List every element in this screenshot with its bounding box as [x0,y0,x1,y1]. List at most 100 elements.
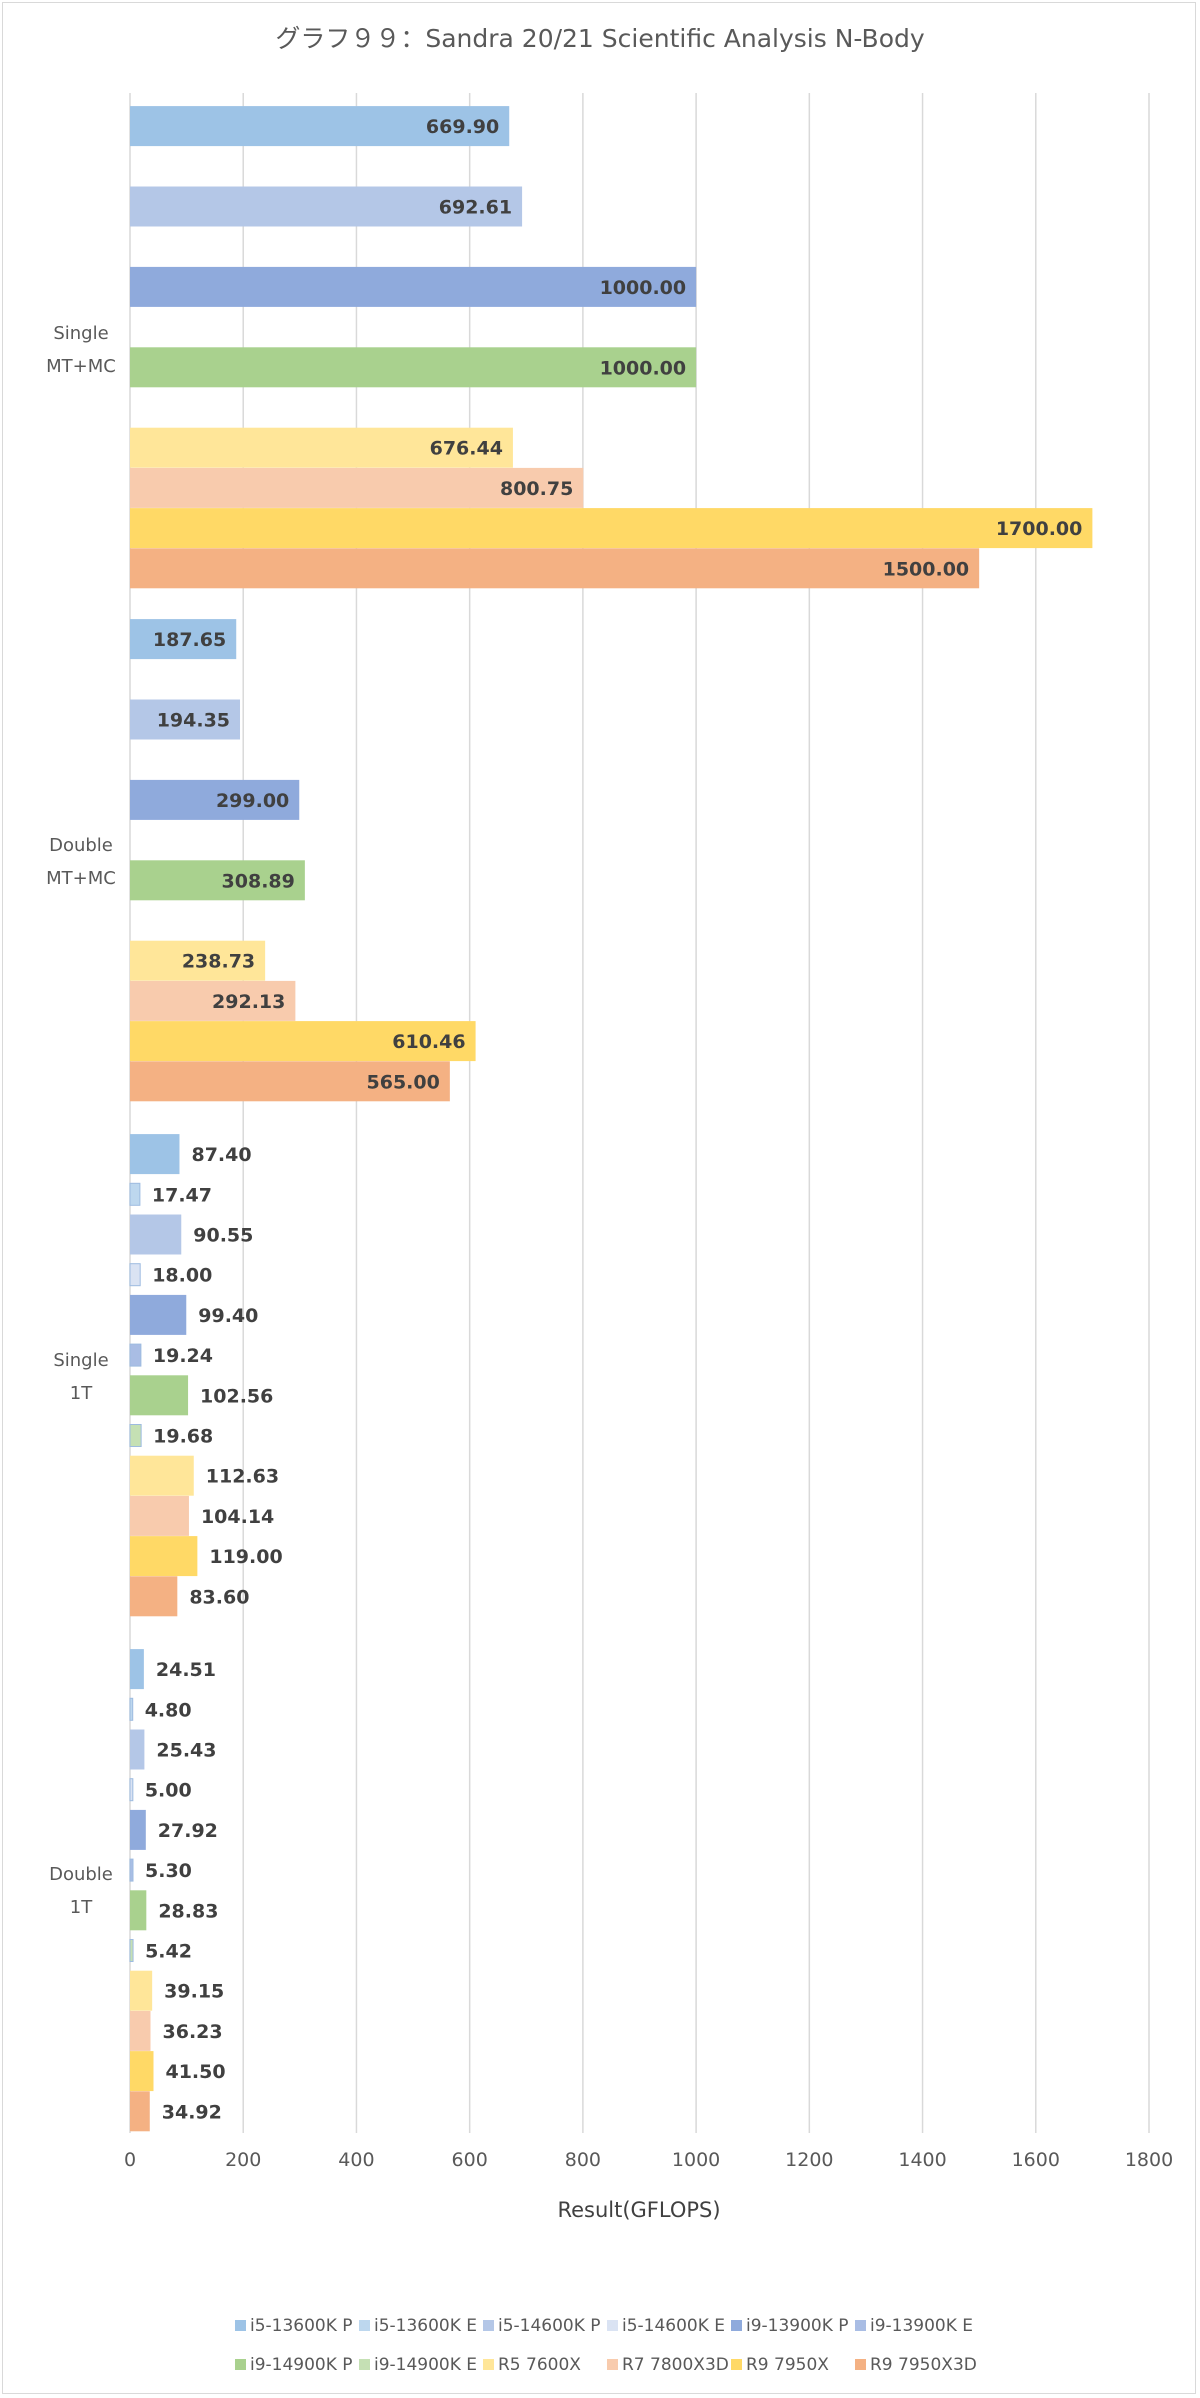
category-label: Double [49,835,113,856]
bar-r9-7950x3d [130,1576,178,1617]
x-tick-label: 800 [565,2149,601,2171]
x-tick-label: 1600 [1012,2149,1060,2171]
bar-r9-7950x [130,2051,154,2092]
x-axis-ticks: 0 200 400 600 800 1000 1200 1400 1600 1800 [124,2149,1173,2171]
x-tick-label: 1800 [1125,2149,1173,2171]
bar-i5-14600k-e [129,1778,134,1802]
data-label: 17.47 [152,1184,212,1206]
category-label: Single [53,323,108,344]
data-label: 4.80 [145,1699,192,1721]
bar-i5-14600k-e [129,1263,141,1287]
data-label: 18.00 [152,1265,212,1287]
data-label: 112.63 [206,1466,279,1488]
data-label: 19.24 [153,1345,213,1367]
bar-i5-13600k-e [129,1697,134,1721]
bar-chart: グラフ９９：Sandra 20/21 Scientific Analysis N… [46,24,1173,2375]
data-label: 1000.00 [600,357,687,379]
bar-i5-13600k-e [129,1182,141,1206]
bar-i5-14600k-p [130,699,241,740]
bar-i9-14900k-p [130,1375,189,1416]
data-label: 83.60 [189,1586,249,1608]
bar-r9-7950x [130,1021,476,1062]
legend-swatch [483,2320,494,2331]
x-tick-label: 400 [338,2149,374,2171]
data-label: 5.30 [145,1860,192,1882]
data-label: 90.55 [193,1225,253,1247]
x-axis-label: Result(GFLOPS) [557,2198,720,2222]
data-label: 299.00 [216,790,289,812]
data-label: 194.35 [157,710,230,732]
bar-i9-14900k-p [130,347,697,388]
data-label: 187.65 [153,629,226,651]
bar-r9-7950x [130,1536,198,1577]
bar-i5-14600k-p [130,1214,182,1255]
bar-i9-14900k-p [130,860,305,901]
data-label: 87.40 [191,1144,251,1166]
data-label: 28.83 [158,1900,218,1922]
data-label: 292.13 [212,991,285,1013]
gridlines [129,93,1150,2133]
data-label: 102.56 [200,1385,273,1407]
data-label: 1700.00 [996,518,1083,540]
bar-i5-14600k-p [130,1729,145,1770]
data-label: 27.92 [158,1820,218,1842]
legend-entry: i5-13600K E [374,2316,477,2336]
bar-i9-13900k-p [130,1294,187,1335]
bar-i9-13900k-p [130,1809,146,1850]
legend-swatch [855,2320,866,2331]
data-label: 238.73 [182,951,255,973]
chart-title: グラフ９９：Sandra 20/21 Scientific Analysis N… [275,24,925,53]
data-label: 99.40 [198,1305,258,1327]
category-label: 1T [70,1897,93,1918]
legend-swatch [731,2320,742,2331]
data-label: 39.15 [164,1981,224,2003]
bar-i9-13900k-p [130,266,697,307]
data-label: 669.90 [426,116,499,138]
x-tick-label: 1400 [898,2149,946,2171]
x-tick-label: 1000 [672,2149,720,2171]
legend-entry: i9-13900K P [746,2316,849,2336]
legend: i5-13600K P i5-13600K E i5-14600K P i5-1460… [235,2316,977,2375]
bar-r5-7600x [130,1970,153,2011]
legend-entry: i5-14600K P [498,2316,601,2336]
bar-i5-14600k-p [130,186,523,227]
bar-r9-7950x3d [130,2091,150,2132]
legend-entry: i5-14600K E [622,2316,725,2336]
data-label: 5.00 [145,1780,192,1802]
legend-swatch [359,2320,370,2331]
data-label: 25.43 [156,1740,216,1762]
category-label: MT+MC [46,868,116,889]
bar-r7-7800x3d [130,980,296,1021]
bar-r9-7950x3d [130,548,980,589]
bar-i9-14900k-e [129,1424,142,1447]
legend-entry: i9-14900K P [250,2355,353,2375]
x-tick-label: 1200 [785,2149,833,2171]
y-axis-categories: Single MT+MC Double MT+MC Single 1T Double 1T [46,323,116,1918]
legend-swatch [607,2359,618,2370]
data-label: 41.50 [165,2061,225,2083]
category-label: 1T [70,1383,93,1404]
legend-entry: R9 7950X3D [870,2355,977,2375]
bar-i9-14900k-e [129,1939,134,1962]
bars [129,106,1093,2132]
legend-swatch [607,2320,618,2331]
bar-r7-7800x3d [130,2010,151,2051]
legend-entry: i5-13600K P [250,2316,353,2336]
data-label: 692.61 [439,197,512,219]
data-label: 676.44 [430,438,503,460]
data-label: 34.92 [162,2101,222,2123]
bar-r9-7950x3d [130,1061,450,1102]
bar-r5-7600x [130,940,266,981]
bar-i5-13600k-p [130,106,510,147]
bar-i5-13600k-p [130,1134,180,1175]
bar-i5-13600k-p [130,619,237,660]
bar-r7-7800x3d [130,1495,189,1536]
data-label: 19.68 [153,1426,213,1448]
legend-entry: R5 7600X [498,2355,581,2375]
legend-entry: R9 7950X [746,2355,829,2375]
category-label: MT+MC [46,356,116,377]
bar-i9-14900k-p [130,1890,147,1931]
legend-swatch [235,2320,246,2331]
bar-r5-7600x [130,427,513,468]
